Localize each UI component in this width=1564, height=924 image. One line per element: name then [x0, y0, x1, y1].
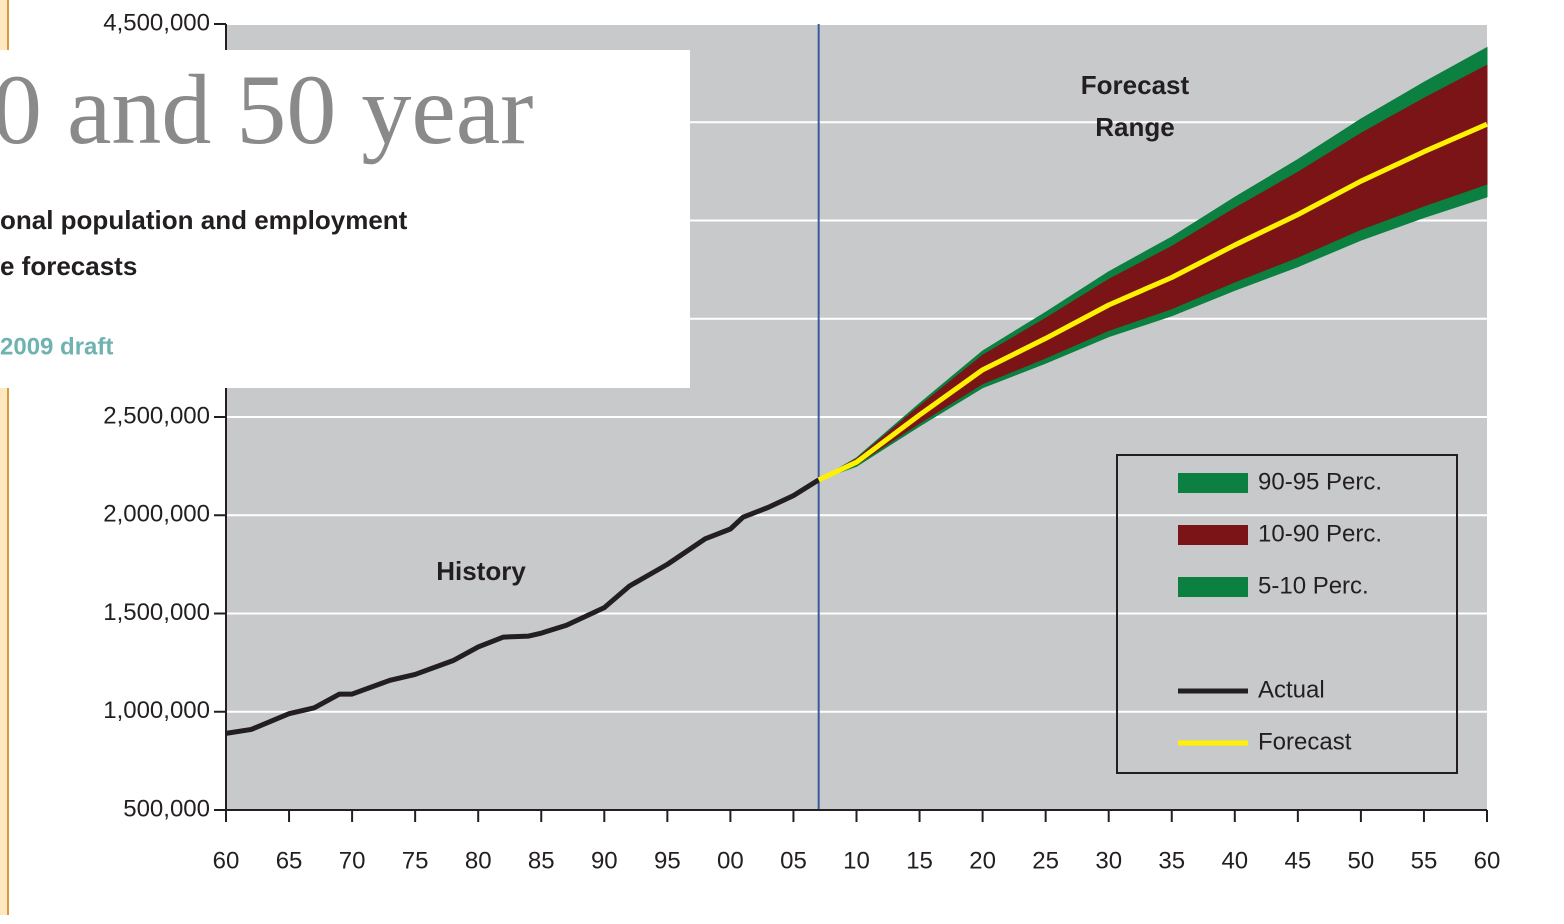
overlay-subtitle: onal population and employment — [0, 205, 408, 235]
y-tick-label: 4,500,000 — [103, 9, 210, 36]
data-line — [817, 121, 1488, 483]
legend-label: 10-90 Perc. — [1258, 520, 1382, 547]
x-tick-label: 90 — [591, 847, 618, 874]
x-tick-label: 55 — [1411, 847, 1438, 874]
x-tick-label: 70 — [339, 847, 366, 874]
overlay-subtitle: e forecasts — [0, 251, 137, 281]
overlay-note: 2009 draft — [0, 333, 113, 360]
x-tick-label: 00 — [717, 847, 744, 874]
y-tick-label: 500,000 — [123, 795, 210, 822]
x-tick-label: 60 — [1474, 847, 1501, 874]
x-tick-label: 85 — [528, 847, 555, 874]
legend-label: 90-95 Perc. — [1258, 468, 1382, 495]
legend-swatch — [1178, 577, 1248, 597]
x-tick-label: 60 — [213, 847, 240, 874]
x-tick-label: 65 — [276, 847, 303, 874]
x-tick-label: 30 — [1095, 847, 1122, 874]
legend-label: Forecast — [1258, 728, 1352, 755]
x-tick-label: 40 — [1221, 847, 1248, 874]
y-tick-label: 1,500,000 — [103, 599, 210, 626]
y-tick-label: 1,000,000 — [103, 697, 210, 724]
x-tick-label: 35 — [1158, 847, 1185, 874]
legend-label: Actual — [1258, 676, 1325, 703]
x-tick-label: 05 — [780, 847, 807, 874]
legend-swatch — [1178, 473, 1248, 493]
x-tick-label: 95 — [654, 847, 681, 874]
legend-swatch — [1178, 525, 1248, 545]
legend-label: 5-10 Perc. — [1258, 572, 1369, 599]
overlay-box — [0, 50, 690, 388]
edge-strip — [0, 0, 8, 915]
annotation: History — [436, 556, 526, 586]
annotation: Range — [1095, 112, 1174, 142]
x-tick-label: 25 — [1032, 847, 1059, 874]
band-area — [818, 184, 1488, 481]
x-tick-label: 45 — [1284, 847, 1311, 874]
x-tick-label: 80 — [465, 847, 492, 874]
y-tick-label: 2,000,000 — [103, 501, 210, 528]
x-tick-label: 75 — [402, 847, 429, 874]
data-line — [225, 477, 820, 736]
x-tick-label: 15 — [906, 847, 933, 874]
x-tick-label: 10 — [843, 847, 870, 874]
x-tick-label: 20 — [969, 847, 996, 874]
overlay-title: 0 and 50 year — [0, 54, 533, 165]
legend-box — [1116, 454, 1458, 774]
x-tick-label: 50 — [1348, 847, 1375, 874]
annotation: Forecast — [1081, 70, 1190, 100]
y-tick-label: 2,500,000 — [103, 402, 210, 429]
